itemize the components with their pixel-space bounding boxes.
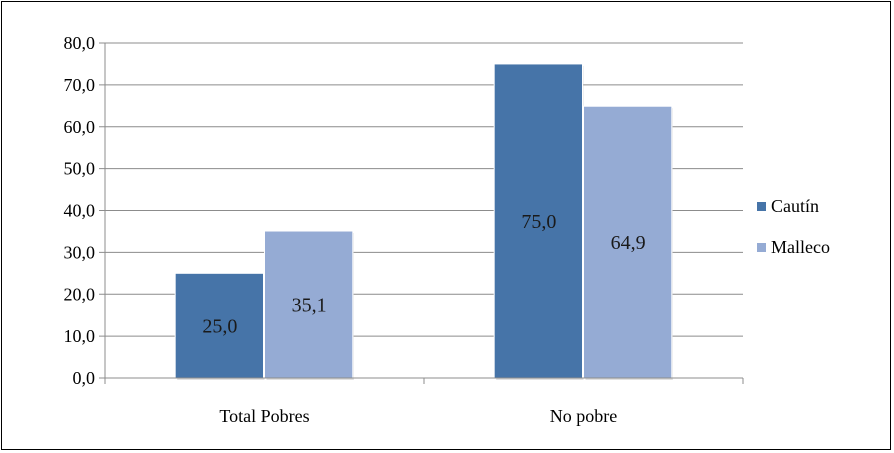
x-category-label: Total Pobres	[219, 406, 309, 426]
x-category-label: No pobre	[550, 406, 617, 426]
data-label: 35,1	[292, 295, 327, 317]
legend-swatch	[757, 202, 766, 211]
y-tick-label: 20,0	[64, 284, 96, 304]
y-tick-label: 30,0	[64, 242, 96, 262]
y-tick-label: 50,0	[64, 159, 96, 179]
data-label: 25,0	[202, 316, 237, 338]
y-tick-label: 0,0	[73, 368, 96, 388]
bar-malleco	[264, 230, 354, 379]
bar-caut-n	[174, 272, 264, 379]
legend-swatch	[757, 243, 766, 252]
x-axis-ticks: Total Pobres No pobre	[104, 378, 744, 426]
data-label: 75,0	[521, 211, 556, 233]
legend-label: Cautín	[771, 196, 819, 216]
data-label: 64,9	[611, 232, 646, 254]
y-tick-label: 60,0	[64, 117, 96, 137]
legend: Cautín Malleco	[757, 196, 830, 257]
y-tick-label: 10,0	[64, 326, 96, 346]
y-tick-label: 80,0	[64, 33, 96, 53]
legend-label: Malleco	[771, 237, 830, 257]
y-axis-ticks: 0,0 10,0 20,0 30,0 40,0 50,0 60,0 70,0 80,0	[64, 33, 105, 388]
bars: 25,0 35,1 75,0 64,9	[174, 63, 673, 380]
y-tick-label: 70,0	[64, 75, 96, 95]
bar-caut-n	[493, 63, 583, 379]
y-tick-label: 40,0	[64, 201, 96, 221]
